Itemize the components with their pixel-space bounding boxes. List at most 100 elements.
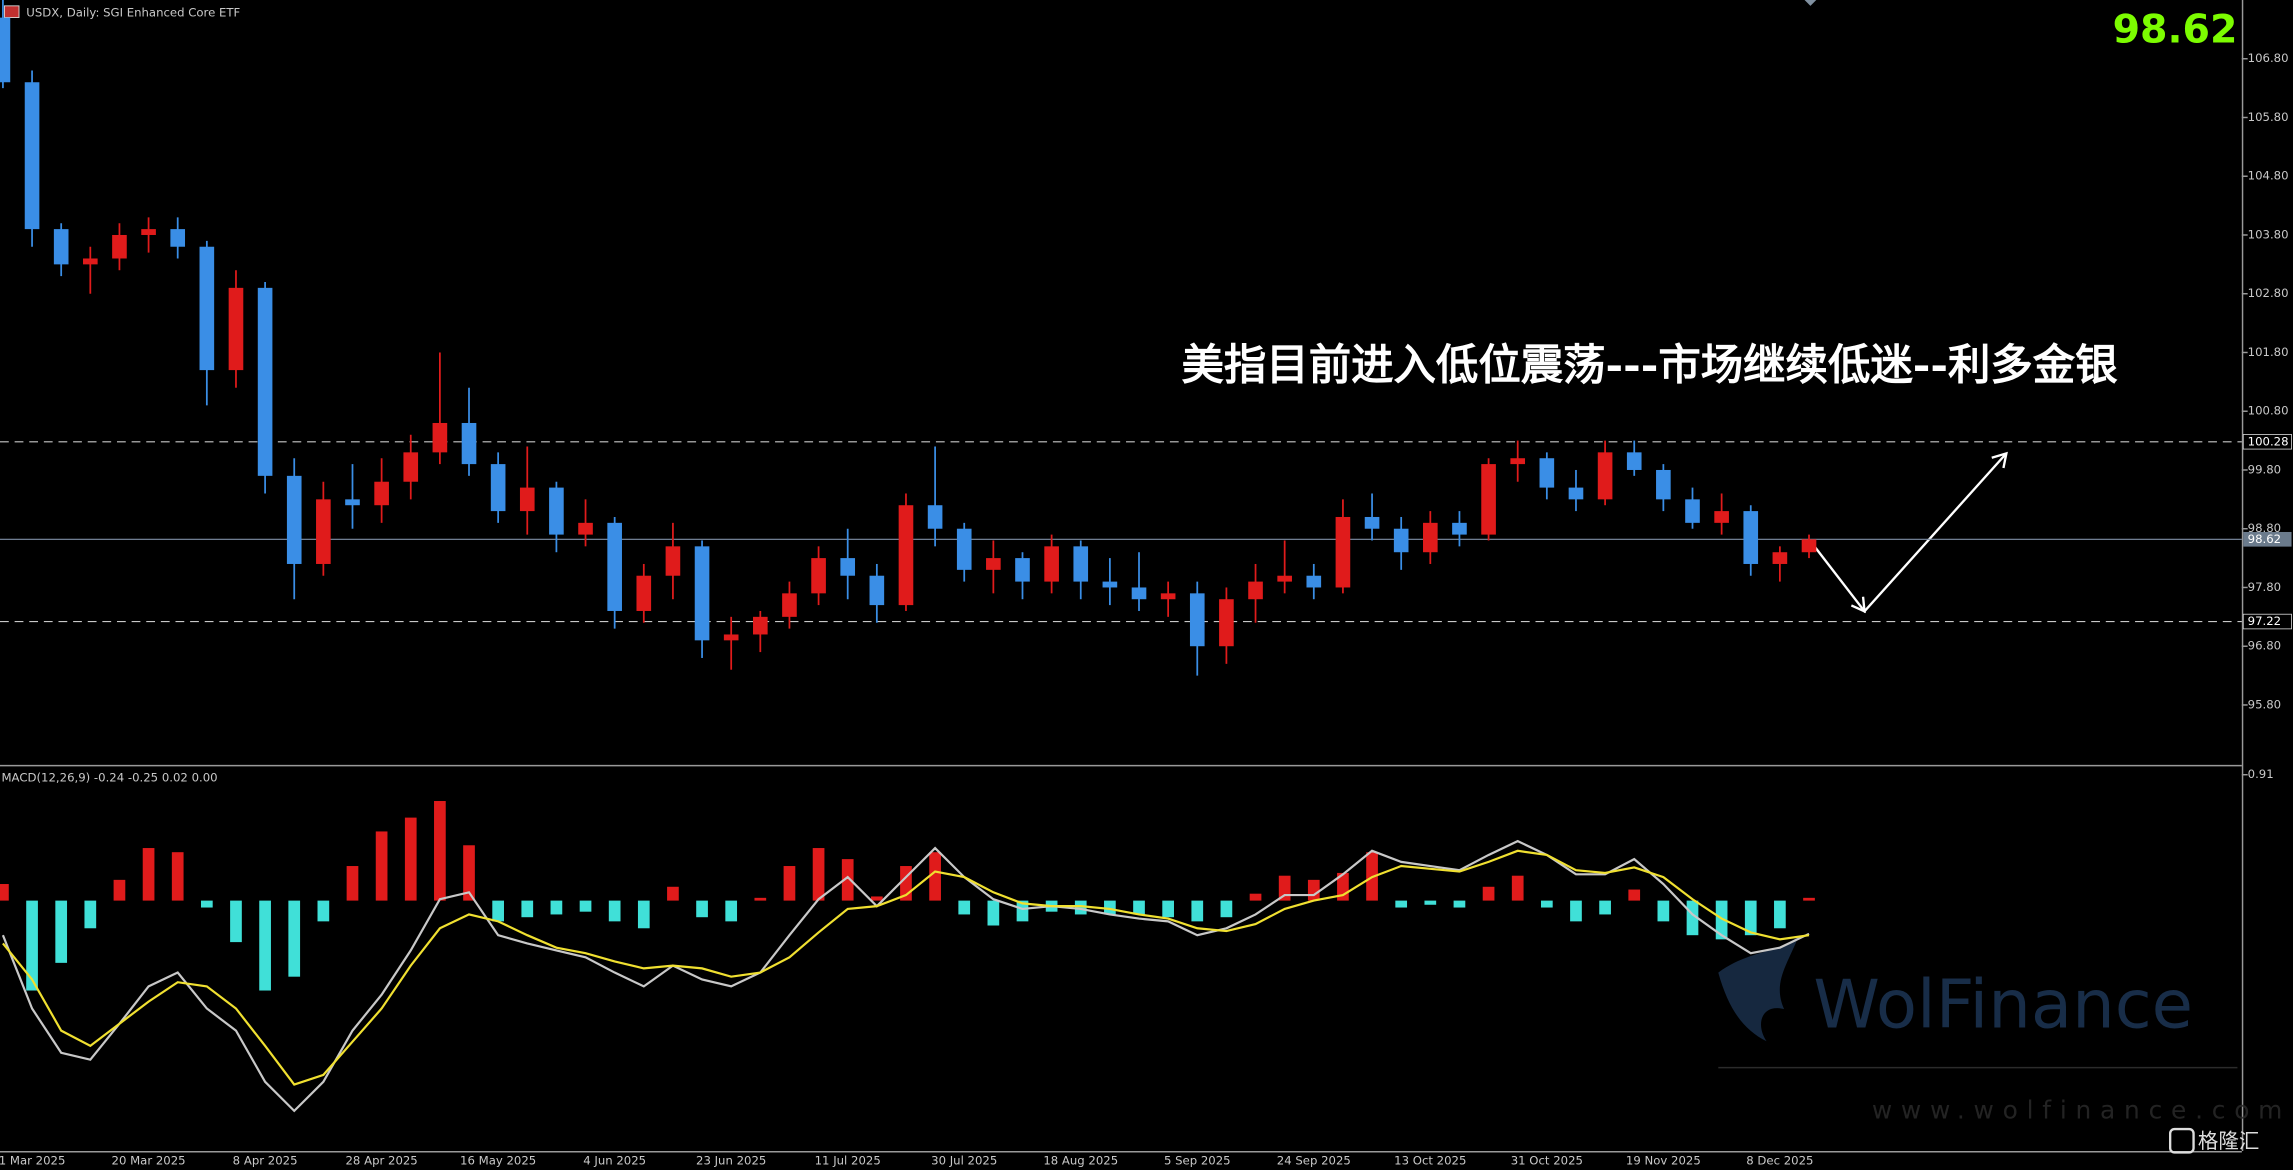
x-tick-label: 8 Dec 2025 xyxy=(1746,1154,1813,1168)
candle-body xyxy=(753,616,768,635)
candle-body xyxy=(1423,522,1438,553)
y-tick-label: 106.80 xyxy=(2248,51,2289,65)
histogram-bar xyxy=(1249,893,1262,901)
candle-body xyxy=(170,229,186,247)
candle-body xyxy=(1219,599,1234,647)
histogram-bar xyxy=(346,866,359,901)
x-tick-label: 31 Oct 2025 xyxy=(1511,1154,1583,1168)
forecast-arrow xyxy=(1809,451,2008,614)
candle-body xyxy=(956,528,972,570)
candle-body xyxy=(1044,546,1059,582)
histogram-bar xyxy=(812,848,825,901)
candle-body xyxy=(782,593,797,617)
candle-body xyxy=(1248,581,1263,600)
symbol-icon xyxy=(3,5,20,18)
histogram-bar xyxy=(1337,872,1349,901)
histogram-bar xyxy=(113,879,126,901)
histogram-bar xyxy=(929,852,941,901)
candle-body xyxy=(1131,587,1147,600)
histogram-bar xyxy=(1104,900,1116,915)
histogram-bar xyxy=(1016,900,1029,922)
logo-icon xyxy=(2168,1127,2195,1154)
histogram-bar xyxy=(1395,900,1408,908)
candle-body xyxy=(1597,452,1613,500)
last-price-label: 98.62 xyxy=(2248,532,2281,546)
x-tick-label: 1 Mar 2025 xyxy=(0,1154,65,1168)
watermark-url: www.wolfinance.com xyxy=(1872,1095,2291,1124)
indicator-line xyxy=(1,839,1810,1113)
level-label-box xyxy=(2242,434,2292,450)
candle-body xyxy=(1626,452,1642,470)
candle-body xyxy=(1714,511,1729,523)
histogram-bar xyxy=(1803,897,1815,901)
watermark: WolFinance www.wolfinance.com xyxy=(1718,936,2291,1125)
candle-body xyxy=(461,422,477,465)
candle-body xyxy=(898,505,914,606)
x-tick-label: 13 Oct 2025 xyxy=(1394,1154,1466,1168)
candle-body xyxy=(1189,593,1205,647)
histogram-bar xyxy=(1482,886,1495,901)
candle-body xyxy=(199,246,215,371)
histogram-bar xyxy=(550,900,563,915)
candle-body xyxy=(986,558,1001,570)
x-tick-label: 24 Sep 2025 xyxy=(1277,1154,1351,1168)
histogram-bar xyxy=(870,896,883,901)
candle-body xyxy=(578,522,593,535)
y-tick-label: 96.80 xyxy=(2248,639,2281,653)
y-tick-label: 102.80 xyxy=(2248,286,2289,300)
last-price-big: 98.62 xyxy=(2113,7,2238,53)
x-tick-label: 8 Apr 2025 xyxy=(233,1154,298,1168)
histogram-bar xyxy=(1162,900,1174,918)
candle-body xyxy=(1364,516,1380,529)
candle-body xyxy=(840,558,856,576)
arrow-head xyxy=(1991,451,2008,469)
histogram-bar xyxy=(900,866,912,901)
histogram-bar xyxy=(230,900,242,943)
y-tick-label: 95.80 xyxy=(2248,697,2281,711)
candle-body xyxy=(811,558,826,594)
candle-body xyxy=(636,575,652,611)
level-label: 97.22 xyxy=(2248,614,2281,628)
histogram-bar xyxy=(492,900,504,922)
candle-body xyxy=(1685,499,1700,523)
candle-body xyxy=(519,487,535,512)
histogram-bar xyxy=(1570,900,1582,922)
candle-body xyxy=(257,287,273,476)
candle-body xyxy=(1568,487,1584,500)
candle-body xyxy=(1656,469,1671,500)
y-tick-label: 100.80 xyxy=(2248,404,2289,418)
candle-body xyxy=(83,258,98,265)
histogram-bar xyxy=(171,852,184,901)
histogram-bar xyxy=(434,801,446,901)
candle-body xyxy=(24,82,40,230)
histogram-bar xyxy=(0,884,9,901)
candle-body xyxy=(607,522,622,611)
histogram-bar xyxy=(55,900,68,963)
histogram-bar xyxy=(1686,900,1699,936)
candle-body xyxy=(490,464,506,512)
y-tick-label: 101.80 xyxy=(2248,345,2289,359)
candle-body xyxy=(1510,458,1526,465)
histogram-bar xyxy=(1715,900,1728,940)
histogram-bar xyxy=(1133,900,1145,915)
histogram-bar xyxy=(637,900,650,929)
candle-body xyxy=(345,499,360,506)
indicator-line xyxy=(2,849,1810,1086)
candle-body xyxy=(1772,552,1788,564)
y-tick-label: 103.80 xyxy=(2248,227,2289,241)
histogram-bar xyxy=(1628,889,1641,901)
histogram-bar xyxy=(1453,900,1466,908)
y-tick-label: 104.80 xyxy=(2248,169,2289,183)
x-tick-label: 19 Nov 2025 xyxy=(1626,1154,1701,1168)
candle-body xyxy=(1277,575,1292,582)
candle-body xyxy=(1452,522,1467,535)
histogram-bar xyxy=(783,866,796,901)
histogram-bar xyxy=(754,897,767,901)
histogram-bar xyxy=(1278,875,1291,901)
histogram-bar xyxy=(958,900,971,915)
logo-text: 格隆汇 xyxy=(2198,1129,2259,1153)
candle-body xyxy=(53,229,69,265)
